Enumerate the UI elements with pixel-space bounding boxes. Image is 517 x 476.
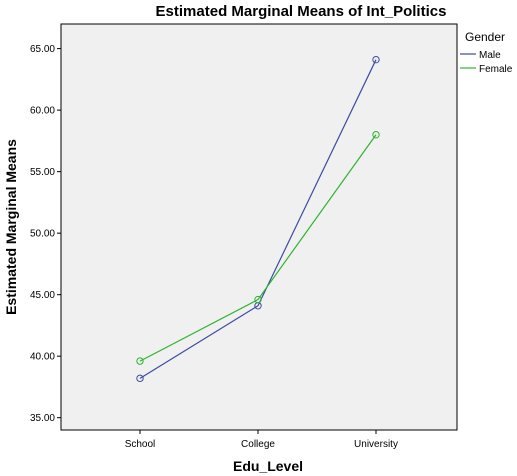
legend: Gender Male Female	[460, 30, 513, 75]
y-tick-label: 45.00	[30, 290, 55, 301]
plot-area	[60, 23, 458, 431]
y-tick-label: 60.00	[30, 106, 55, 117]
series-line-male	[139, 59, 377, 379]
data-point-female	[136, 357, 144, 365]
y-axis-title: Estimated Marginal Means	[3, 139, 19, 315]
y-tick-label: 65.00	[30, 44, 55, 55]
y-tick-label: 35.00	[30, 413, 55, 424]
y-tick-label: 55.00	[30, 167, 55, 178]
legend-label-female: Female	[479, 64, 513, 75]
y-tick-label: 50.00	[30, 229, 55, 240]
data-point-male	[372, 55, 380, 64]
legend-title: Gender	[465, 30, 505, 44]
x-tick-label: College	[241, 439, 275, 450]
x-axis: School College University	[125, 430, 398, 450]
x-tick-label: University	[354, 439, 398, 450]
data-point-male	[136, 374, 144, 383]
chart-title: Estimated Marginal Means of Int_Politics	[156, 3, 447, 20]
legend-label-male: Male	[479, 50, 501, 61]
x-tick-label: School	[125, 439, 156, 450]
series-line-female	[139, 134, 377, 362]
data-point-female	[254, 295, 262, 304]
y-axis: 35.00 40.00 45.00 50.00 55.00 60.00 65.00	[30, 44, 61, 424]
y-tick-label: 40.00	[30, 352, 55, 363]
x-axis-title: Edu_Level	[233, 458, 303, 474]
series-layer	[136, 55, 380, 383]
data-point-female	[372, 131, 380, 139]
